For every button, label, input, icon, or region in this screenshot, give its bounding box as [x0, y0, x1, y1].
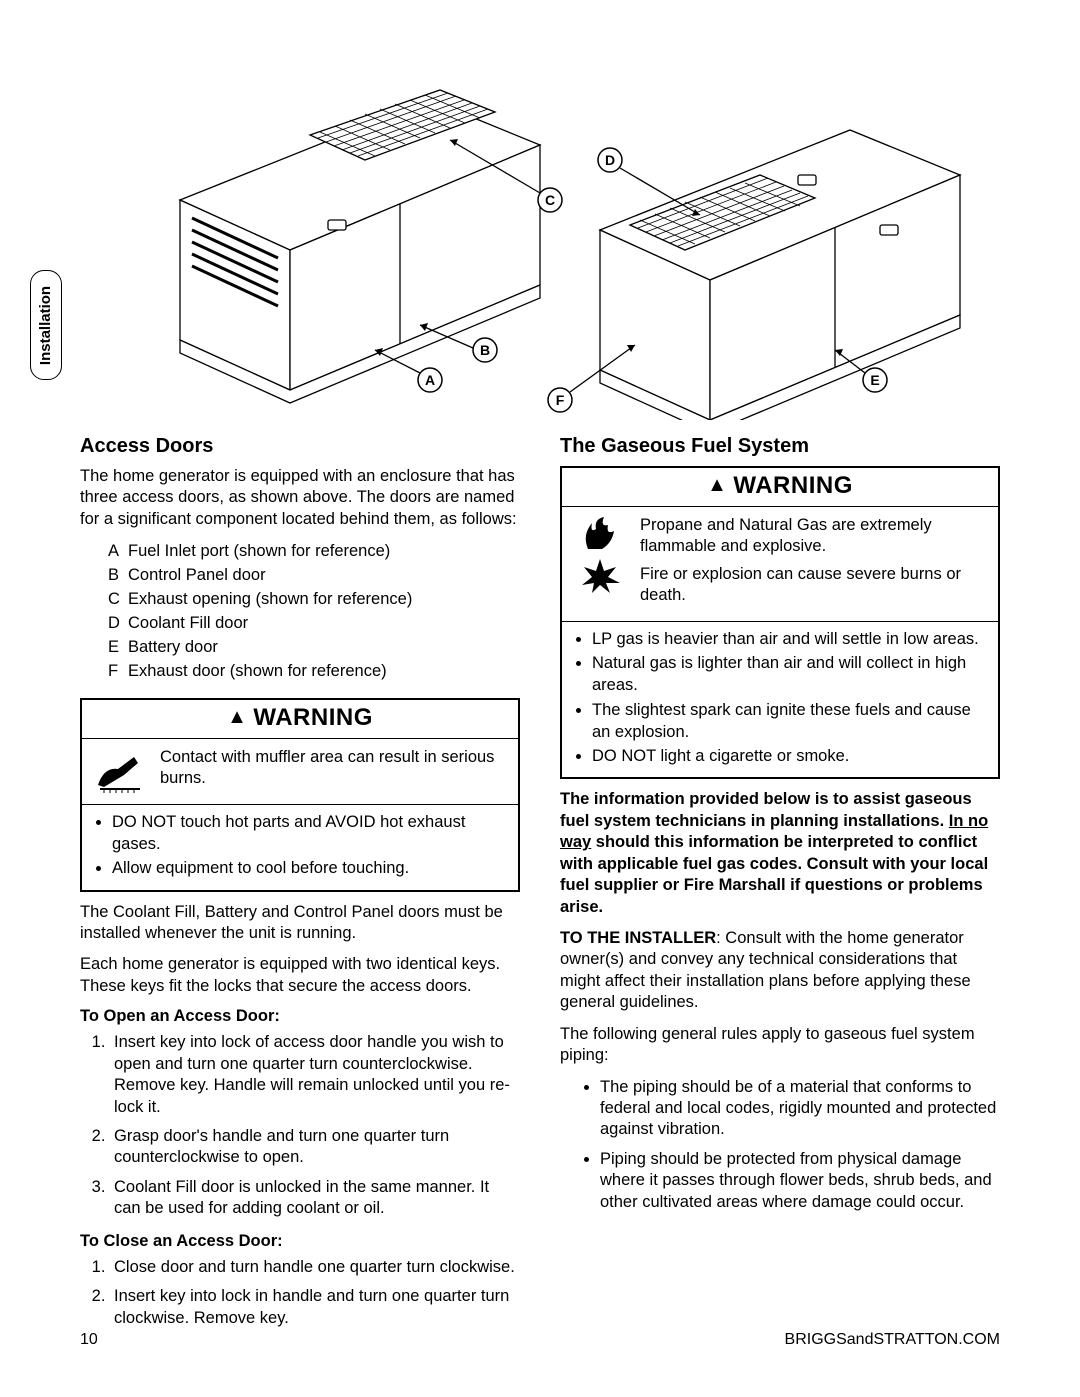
door-letter-list: AFuel Inlet port (shown for reference) B… [108, 540, 520, 684]
heading-access-doors: Access Doors [80, 435, 520, 458]
installer-note: TO THE INSTALLER: Consult with the home … [560, 928, 1000, 1014]
explosion-icon [578, 557, 622, 593]
generator-diagram: A B C [80, 60, 1000, 420]
page-number: 10 [80, 1331, 98, 1349]
callout-e: E [870, 372, 879, 388]
callout-a: A [425, 372, 435, 388]
keys-note: Each home generator is equipped with two… [80, 954, 520, 997]
fire-icon [578, 515, 622, 551]
warning-muffler: ▲WARNING Contact with muffler area can r… [80, 698, 520, 892]
piping-rules: The piping should be of a material that … [600, 1077, 1000, 1214]
side-tab-installation: Installation [30, 270, 62, 380]
close-door-steps: Close door and turn handle one quarter t… [110, 1257, 520, 1329]
warning-title: ▲WARNING [82, 700, 518, 739]
right-column: The Gaseous Fuel System ▲WARNING Propane… [560, 435, 1000, 1341]
warning-gas-body1: Propane and Natural Gas are extremely fl… [640, 515, 988, 558]
open-door-steps: Insert key into lock of access door hand… [110, 1032, 520, 1220]
warning-gas-title: ▲WARNING [562, 468, 998, 507]
footer-site: BRIGGSandSTRATTON.COM [785, 1331, 1000, 1349]
callout-c: C [545, 192, 555, 208]
open-door-heading: To Open an Access Door: [80, 1007, 520, 1026]
callout-b: B [480, 342, 490, 358]
callout-f: F [556, 392, 565, 408]
rules-intro: The following general rules apply to gas… [560, 1024, 1000, 1067]
bold-disclaimer: The information provided below is to ass… [560, 789, 1000, 918]
hot-surface-icon [94, 747, 146, 793]
access-doors-intro: The home generator is equipped with an e… [80, 466, 520, 530]
warning-muffler-body: Contact with muffler area can result in … [160, 747, 508, 790]
doors-installed-note: The Coolant Fill, Battery and Control Pa… [80, 902, 520, 945]
warning-gas-body2: Fire or explosion can cause severe burns… [640, 564, 988, 607]
left-column: Access Doors The home generator is equip… [80, 435, 520, 1341]
side-tab-label: Installation [38, 285, 55, 364]
close-door-heading: To Close an Access Door: [80, 1232, 520, 1251]
heading-gaseous-fuel: The Gaseous Fuel System [560, 435, 1000, 458]
warning-gas: ▲WARNING Propane and Natural Gas are ext… [560, 466, 1000, 779]
page-footer: 10 BRIGGSandSTRATTON.COM [80, 1331, 1000, 1349]
callout-d: D [605, 152, 615, 168]
